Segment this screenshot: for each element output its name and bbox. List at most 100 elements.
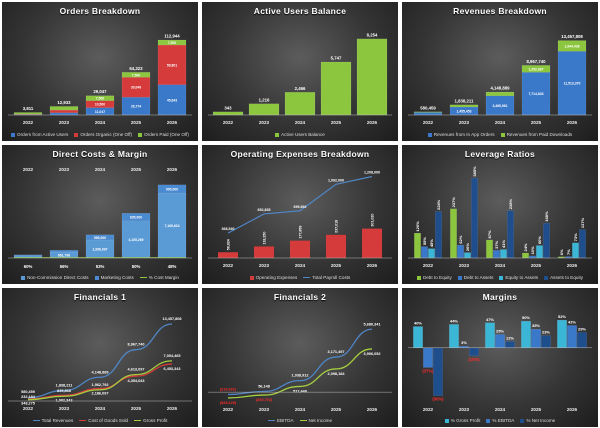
bar-label: 42% [568, 319, 576, 324]
x-tick-label: 2022 [23, 120, 34, 125]
legend-label: Total Revenues [41, 418, 74, 423]
legend-swatch [267, 420, 275, 421]
total-label: 8,254 [367, 32, 378, 37]
bar-orders-from-active-users [49, 112, 79, 116]
point-label: 6,453,343 [164, 367, 181, 371]
bar-label: 29% [578, 326, 586, 331]
bar-label: 25% [496, 328, 504, 333]
bar-gross-profit [557, 319, 567, 348]
x-tick-label: 2024 [295, 407, 306, 412]
chart-title: Margins [482, 292, 518, 302]
chart-canvas: 2022 2023 2024 2025 2026 120%55% 45% 224% 237% 62… [408, 166, 592, 268]
chart-legend: Operating Expenses Total Payroll Costs [202, 275, 398, 280]
point-label: 835,868 [57, 389, 71, 393]
point-label: 3,171,497 [328, 350, 345, 354]
chart-panel-active-users-balance: 2022 2023 2024 2025 2026 343 1,216 2,466 5,747 8,… [202, 2, 398, 141]
legend-label: Orders Organic (One Off) [80, 132, 133, 137]
legend-item-assets-to-equity: Assets to Equity [544, 275, 583, 280]
x-tick-label: 2023 [259, 263, 270, 268]
bar-assets-to-equity [507, 210, 514, 259]
bar-orders-paid-one-off [121, 72, 151, 78]
segment-label: 1,455,453 [456, 109, 471, 113]
line-gross-profit [27, 360, 173, 401]
x-tick-label: 2023 [259, 120, 270, 125]
chart-panel-leverage-ratios: 2022 2023 2024 2025 2026 120% 55% 45% 224% 237% 62… [402, 145, 598, 284]
margin-label: 60% [24, 264, 33, 269]
x-tick-label: 2026 [567, 263, 578, 268]
legend-label: Net Income [308, 418, 333, 423]
legend-label: Total Payroll Costs [312, 275, 351, 280]
line-net-income [227, 348, 373, 399]
legend-item-debt-to-equity: Debt to Equity [416, 275, 452, 280]
x-tick-label: 2023 [59, 167, 70, 172]
legend-item-total-payroll-costs: Total Payroll Costs [303, 275, 350, 280]
point-label: 2,098,184 [328, 372, 346, 376]
segment-label: 1,996,097 [92, 247, 107, 251]
legend-label: Revenues from In App Orders [433, 132, 495, 137]
x-tick-label: 2023 [459, 120, 470, 125]
segment-label: 905,000 [166, 187, 178, 191]
legend-swatch [138, 132, 143, 137]
legend-label: EBITDA [276, 418, 294, 423]
point-label: 348,275 [21, 402, 35, 406]
total-label: 2,466 [295, 86, 306, 91]
bar-label: 120% [415, 221, 420, 232]
point-label: 4,354,643 [128, 379, 145, 383]
bar-label: 118,250 [263, 232, 267, 245]
bar-label: 60% [537, 236, 542, 244]
point-label: 3,906,052 [364, 352, 381, 356]
legend-item-net-income: Net Income [299, 418, 333, 423]
chart-canvas: 2022 2023 2024 2025 2026 661,796 1,996,097 565,… [8, 167, 192, 269]
total-label: 4,148,889 [490, 86, 510, 91]
bar-orders-from-active-users [157, 84, 187, 116]
bar-equity-to-assets [428, 248, 435, 259]
bar-active-users-balance [320, 61, 352, 116]
legend-item-net-income: % Net Income [520, 418, 555, 423]
total-label: 3,811 [23, 106, 34, 111]
bar-net-income [505, 341, 515, 348]
chart-panel-financials-1: 2022 2023 2024 2025 2026 580,459 232,184 348,27… [2, 288, 198, 427]
bar-ebitda [567, 325, 577, 348]
point-label: 580,459 [21, 390, 35, 394]
x-tick-label: 2026 [567, 120, 578, 125]
point-label: 1,038,912 [292, 374, 309, 378]
legend-item-equity-to-assets: Equity to Assets [499, 275, 538, 280]
bar-label: 40% [414, 321, 422, 326]
segment-label: 835,000 [130, 216, 142, 220]
bar-label: 3% [461, 340, 467, 345]
legend-label: Cost of Goods Sold [88, 418, 129, 423]
chart-canvas: 2022 2023 2024 2025 2026 580,459 1,455,453 1,83… [408, 34, 592, 125]
legend-label: Active Users Balance [281, 132, 325, 137]
bar-marketing-costs [13, 254, 43, 256]
chart-title: Financials 2 [273, 292, 327, 302]
bar-revenues-from-paid-downloads [557, 40, 587, 52]
total-label: 343 [224, 105, 232, 110]
margin-label: 48% [168, 264, 177, 269]
bar-orders-paid-one-off [157, 39, 187, 46]
total-label: 8,967,740 [526, 59, 546, 64]
bar-ebitda [531, 329, 541, 348]
x-tick-label: 2025 [531, 263, 542, 268]
legend-item-gross-profit: Gross Profit [134, 418, 167, 423]
bar-label: 12% [506, 335, 514, 340]
segment-label: 45,643 [167, 98, 177, 102]
chart-legend: Debt to Equity Debt to Assets Equity to As… [402, 275, 598, 280]
bar-operating-expenses [254, 246, 274, 258]
segment-label: 565,000 [94, 236, 106, 240]
bar-debt-to-assets [457, 244, 464, 259]
x-tick-label: 2023 [459, 263, 470, 268]
total-label: 580,459 [420, 105, 436, 110]
total-label: 112,944 [164, 34, 180, 39]
legend-item-cost-of-goods-sold: Cost of Goods Sold [79, 418, 128, 423]
bar-net-income [433, 347, 443, 396]
bar-label: 237,018 [335, 220, 339, 233]
bar-debt-to-assets [493, 250, 500, 259]
point-label: (265,702) [256, 398, 273, 402]
chart-panel-operating-expenses-breakdown: 2022 2023 2024 2025 2026 58,824 118,250 177,859… [202, 145, 398, 284]
bar-equity-to-assets [536, 245, 543, 259]
x-tick-label: 2026 [367, 407, 378, 412]
chart-title: Active Users Balance [253, 6, 347, 16]
bar-revenues-from-in-app-orders [413, 112, 443, 116]
legend-swatch [249, 275, 254, 280]
bar-assets-to-equity [435, 211, 442, 259]
